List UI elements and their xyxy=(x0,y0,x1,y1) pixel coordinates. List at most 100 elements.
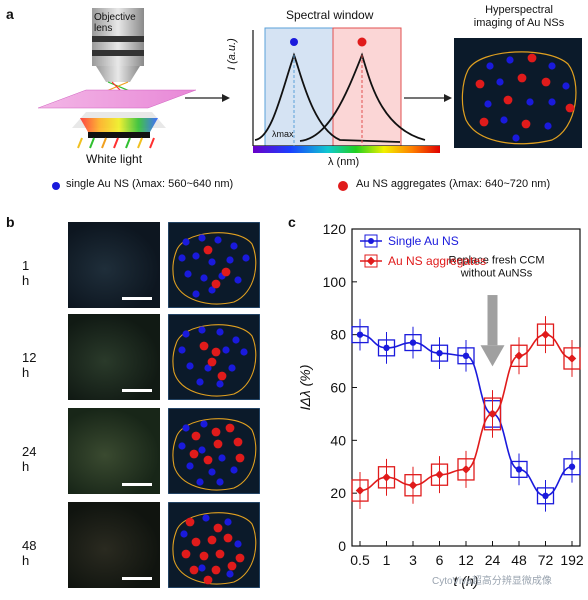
nanoparticle-dot xyxy=(222,346,230,354)
time-label: 1 h xyxy=(22,258,30,288)
data-box xyxy=(483,397,502,431)
nanoparticle-dot xyxy=(228,364,236,372)
hyperspectral-title-line1: Hyperspectral xyxy=(485,4,553,16)
legend-red-dot-icon xyxy=(338,181,348,191)
nanoparticle-dot xyxy=(192,252,200,260)
cell-schematic xyxy=(168,314,260,400)
lambda-max-label: λmax xyxy=(272,129,294,139)
nanoparticle-dot xyxy=(242,254,250,262)
arrow-icon xyxy=(185,94,452,102)
nanoparticle-dot xyxy=(211,427,221,437)
nanoparticle-dot xyxy=(230,466,238,474)
nanoparticle-dot xyxy=(198,564,206,572)
data-box xyxy=(536,487,555,505)
legend-blue-label: single Au NS (λmax: 560~640 nm) xyxy=(66,178,234,190)
nanoparticle-dot xyxy=(208,286,216,294)
nanoparticle-dot xyxy=(211,565,221,575)
cell-schematic xyxy=(168,222,260,308)
x-tick-label: 72 xyxy=(538,552,554,568)
nanoparticle-dot xyxy=(178,346,186,354)
legend-marker xyxy=(368,238,374,244)
hyperspectral-title-line2: imaging of Au NSs xyxy=(473,17,565,29)
panel-b-letter: b xyxy=(6,214,15,230)
data-point xyxy=(382,473,391,482)
x-tick-label: 24 xyxy=(485,552,501,568)
cell-schematic xyxy=(168,408,260,494)
nanoparticle-dot xyxy=(182,424,190,432)
panel-c-letter: c xyxy=(288,214,296,230)
nanoparticle-dot xyxy=(521,119,531,129)
legend-label: Single Au NS xyxy=(388,234,459,248)
objective-label: Objective lens xyxy=(94,12,136,34)
data-point xyxy=(383,344,390,352)
data-box xyxy=(457,458,475,481)
time-label: 24 h xyxy=(22,444,37,474)
x-tick-label: 0.5 xyxy=(350,552,370,568)
data-box xyxy=(351,479,369,502)
data-point xyxy=(514,351,524,361)
nanoparticle-dot xyxy=(565,103,575,113)
nanoparticle-dot xyxy=(226,256,234,264)
spectral-ylabel: I (a.u.) xyxy=(226,38,238,70)
nanoparticle-dot xyxy=(496,78,504,86)
nanoparticle-dot xyxy=(208,468,216,476)
nanoparticle-dot xyxy=(517,73,527,83)
scale-bar xyxy=(122,389,152,392)
nanoparticle-dot xyxy=(200,420,208,428)
data-point xyxy=(409,339,417,346)
data-box xyxy=(536,323,555,346)
nanoparticle-dot xyxy=(216,380,224,388)
data-point xyxy=(568,463,576,470)
nanoparticle-dot xyxy=(198,446,206,454)
x-tick-label: 6 xyxy=(436,552,444,568)
data-box xyxy=(351,326,369,344)
data-point xyxy=(488,409,497,419)
nanoparticle-dot xyxy=(200,274,208,282)
nanoparticle-dot xyxy=(217,371,227,381)
data-box xyxy=(563,347,581,370)
nanoparticle-dot xyxy=(181,549,191,559)
nanoparticle-dot xyxy=(503,95,513,105)
nanoparticle-dot xyxy=(548,98,556,106)
nanoparticle-dot xyxy=(215,549,225,559)
legend-blue-dot-icon xyxy=(52,182,60,190)
nanoparticle-dot xyxy=(544,122,552,130)
scale-bar xyxy=(122,297,152,300)
nanoparticle-dot xyxy=(486,62,494,70)
nanoparticle-dot xyxy=(199,341,209,351)
nanoparticle-dot xyxy=(202,514,210,522)
x-tick-label: 48 xyxy=(511,552,527,568)
y-tick-label: 120 xyxy=(323,221,347,237)
y-tick-label: 80 xyxy=(330,327,346,343)
time-label: 12 h xyxy=(22,350,37,380)
scale-bar xyxy=(122,483,152,486)
nanoparticle-dot xyxy=(192,290,200,298)
nanoparticle-dot xyxy=(211,347,221,357)
nanoparticle-dot xyxy=(479,117,489,127)
sample-slide-icon xyxy=(37,89,197,109)
nanoparticle-dot xyxy=(191,537,201,547)
nanoparticle-dot xyxy=(240,348,248,356)
nanoparticle-dot xyxy=(198,234,206,242)
nanoparticle-dot xyxy=(185,517,195,527)
series-line xyxy=(359,333,573,492)
y-tick-label: 40 xyxy=(330,432,346,448)
scale-bar xyxy=(122,577,152,580)
x-axis-label: t (h) xyxy=(454,573,479,589)
nanoparticle-dot xyxy=(182,238,190,246)
illumination-icon xyxy=(72,112,166,149)
nanoparticle-dot xyxy=(189,565,199,575)
data-point xyxy=(356,331,364,338)
nanoparticle-dot xyxy=(233,437,243,447)
nanoparticle-dot xyxy=(224,518,232,526)
spectral-xlabel: λ (nm) xyxy=(328,156,360,168)
spectral-plot xyxy=(252,27,440,153)
darkfield-micrograph xyxy=(68,222,160,308)
nanoparticle-dot xyxy=(218,454,226,462)
data-box xyxy=(404,334,422,352)
nanoparticle-dot xyxy=(198,326,206,334)
data-point xyxy=(541,330,550,339)
nanoparticle-dot xyxy=(216,478,224,486)
data-point xyxy=(462,352,470,359)
nanoparticle-dot xyxy=(211,279,221,289)
